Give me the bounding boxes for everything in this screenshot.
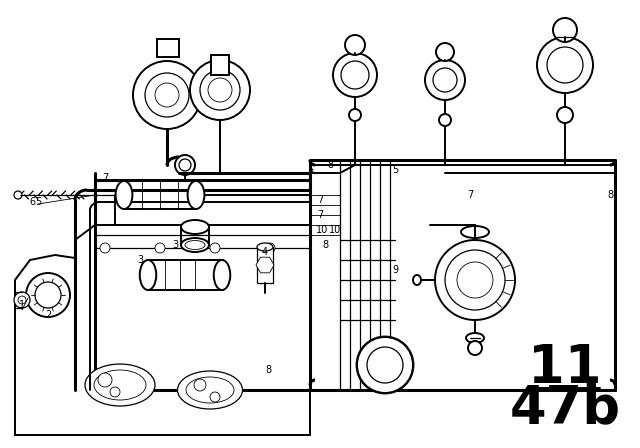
Circle shape bbox=[14, 292, 30, 308]
Circle shape bbox=[357, 337, 413, 393]
Circle shape bbox=[367, 347, 403, 383]
Circle shape bbox=[210, 392, 220, 402]
Circle shape bbox=[468, 341, 482, 355]
Circle shape bbox=[425, 60, 465, 100]
Bar bbox=[148, 260, 223, 290]
Circle shape bbox=[14, 191, 22, 199]
Ellipse shape bbox=[140, 260, 156, 290]
Text: 8: 8 bbox=[322, 240, 328, 250]
Text: 3: 3 bbox=[172, 240, 178, 250]
Ellipse shape bbox=[85, 364, 155, 406]
Circle shape bbox=[18, 296, 26, 304]
Circle shape bbox=[547, 47, 583, 83]
Circle shape bbox=[98, 373, 112, 387]
Text: 47b: 47b bbox=[509, 382, 621, 434]
Text: 7: 7 bbox=[102, 173, 108, 183]
Circle shape bbox=[436, 43, 454, 61]
Text: 8: 8 bbox=[607, 190, 613, 200]
Circle shape bbox=[155, 243, 165, 253]
Bar bbox=[181, 202, 189, 208]
Polygon shape bbox=[15, 225, 310, 435]
Text: 7: 7 bbox=[317, 210, 323, 220]
Ellipse shape bbox=[413, 275, 421, 285]
Text: 5: 5 bbox=[307, 165, 313, 175]
Ellipse shape bbox=[188, 181, 204, 209]
Circle shape bbox=[110, 387, 120, 397]
Text: 8: 8 bbox=[265, 365, 271, 375]
Bar bbox=[124, 181, 196, 209]
Ellipse shape bbox=[214, 260, 230, 290]
Ellipse shape bbox=[257, 243, 273, 251]
Text: 10: 10 bbox=[316, 225, 328, 235]
Ellipse shape bbox=[116, 181, 132, 209]
Circle shape bbox=[439, 114, 451, 126]
Circle shape bbox=[35, 282, 61, 308]
Ellipse shape bbox=[186, 377, 234, 403]
Text: 8: 8 bbox=[327, 160, 333, 170]
Circle shape bbox=[26, 273, 70, 317]
Circle shape bbox=[457, 262, 493, 298]
Circle shape bbox=[210, 243, 220, 253]
Polygon shape bbox=[256, 257, 274, 273]
Circle shape bbox=[349, 109, 361, 121]
Bar bbox=[179, 190, 191, 202]
Text: 7: 7 bbox=[467, 190, 473, 200]
Text: 3: 3 bbox=[137, 255, 143, 265]
Circle shape bbox=[179, 159, 191, 171]
Circle shape bbox=[265, 243, 275, 253]
Text: 4: 4 bbox=[262, 247, 268, 257]
Ellipse shape bbox=[185, 241, 205, 250]
Circle shape bbox=[175, 155, 195, 175]
Ellipse shape bbox=[181, 238, 209, 252]
Circle shape bbox=[345, 35, 365, 55]
Ellipse shape bbox=[94, 370, 146, 400]
Circle shape bbox=[433, 68, 457, 92]
Circle shape bbox=[445, 250, 505, 310]
Ellipse shape bbox=[177, 371, 243, 409]
Circle shape bbox=[537, 37, 593, 93]
Circle shape bbox=[145, 73, 189, 117]
Text: 6: 6 bbox=[29, 197, 35, 207]
Circle shape bbox=[190, 60, 250, 120]
Text: 9: 9 bbox=[392, 265, 398, 275]
Circle shape bbox=[100, 243, 110, 253]
Text: 10: 10 bbox=[329, 225, 341, 235]
Bar bbox=[211, 55, 229, 75]
Ellipse shape bbox=[466, 333, 484, 343]
Circle shape bbox=[133, 61, 201, 129]
Text: 5: 5 bbox=[35, 197, 41, 207]
Text: 1: 1 bbox=[19, 300, 25, 310]
Text: 5: 5 bbox=[392, 165, 398, 175]
Circle shape bbox=[341, 61, 369, 89]
Bar bbox=[157, 39, 179, 57]
Circle shape bbox=[435, 240, 515, 320]
Bar bbox=[257, 247, 273, 283]
Text: 2: 2 bbox=[45, 310, 51, 320]
Circle shape bbox=[557, 107, 573, 123]
Circle shape bbox=[155, 83, 179, 107]
Text: 7: 7 bbox=[317, 195, 323, 205]
Circle shape bbox=[208, 78, 232, 102]
Ellipse shape bbox=[181, 220, 209, 234]
Circle shape bbox=[333, 53, 377, 97]
Circle shape bbox=[553, 18, 577, 42]
Text: 11: 11 bbox=[528, 342, 602, 394]
Ellipse shape bbox=[461, 226, 489, 238]
Circle shape bbox=[200, 70, 240, 110]
Circle shape bbox=[194, 379, 206, 391]
